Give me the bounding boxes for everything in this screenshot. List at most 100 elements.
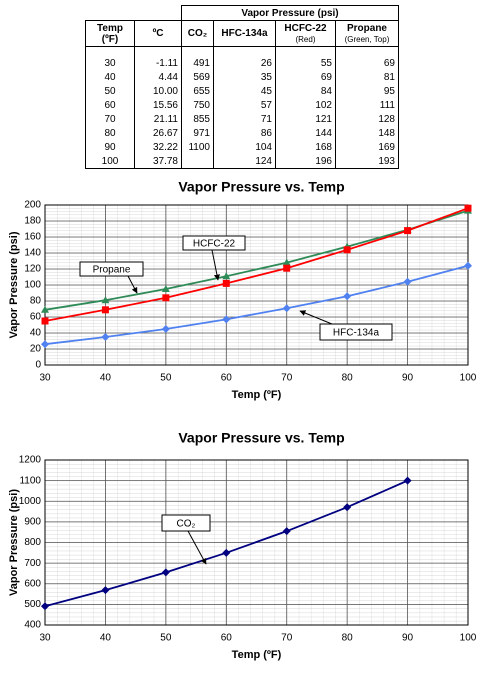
callout-arrow	[127, 275, 138, 294]
y-tick-label: 0	[35, 360, 41, 371]
table-cell: 121	[275, 112, 336, 126]
data-point	[161, 325, 170, 333]
x-tick-label: 90	[402, 633, 414, 644]
data-point	[101, 333, 110, 341]
column-note: (Red)	[295, 34, 316, 44]
callout-box	[79, 261, 144, 277]
spacer-row	[85, 46, 399, 56]
y-axis-label: Vapor Pressure (psi)	[8, 489, 20, 596]
column-name: Propane	[346, 22, 387, 34]
data-point	[403, 476, 412, 485]
data-point	[101, 296, 110, 304]
table-cell: 4.44	[134, 70, 182, 84]
callout-arrow	[299, 310, 333, 325]
y-tick-label: 20	[30, 344, 42, 355]
x-tick-label: 60	[221, 633, 233, 644]
x-tick-label: 80	[342, 373, 354, 384]
table-cell: 35	[213, 70, 276, 84]
data-point	[283, 264, 291, 272]
y-tick-label: 80	[30, 296, 42, 307]
table-row: 90 32.22 1100 104 168 169	[85, 140, 399, 154]
table-cell: 26	[213, 56, 276, 70]
table-cell: 26.67	[134, 126, 182, 140]
chart-title: Vapor Pressure vs. Temp	[178, 179, 344, 195]
y-tick-label: 600	[24, 578, 41, 589]
column-header: CO₂	[181, 20, 214, 47]
table-cell: 81	[335, 70, 399, 84]
x-tick-label: 70	[281, 633, 293, 644]
table-cell: 1100	[181, 140, 214, 154]
y-tick-label: 1100	[19, 475, 41, 486]
table-cell: 100	[85, 154, 135, 169]
table-cell: 10.00	[134, 84, 182, 98]
chart-title: Vapor Pressure vs. Temp	[178, 430, 344, 446]
x-tick-label: 60	[221, 373, 233, 384]
data-point	[282, 258, 291, 266]
y-tick-label: 700	[24, 558, 41, 569]
series-line	[44, 264, 469, 346]
column-name: Temp (ºF)	[97, 22, 123, 45]
table-cell: 71	[213, 112, 276, 126]
table-cell: 95	[335, 84, 399, 98]
table-cell: 55	[275, 56, 336, 70]
data-point	[101, 586, 110, 595]
table-cell: 750	[181, 98, 214, 112]
table-cell: 15.56	[134, 98, 182, 112]
table-cell: 169	[335, 140, 399, 154]
data-point	[222, 315, 231, 324]
column-name: ºC	[152, 28, 164, 39]
group-row: Vapor Pressure (psi)	[86, 5, 399, 21]
y-tick-label: 100	[24, 280, 41, 291]
table-cell: 45	[213, 84, 276, 98]
table-cell: 148	[335, 126, 399, 140]
column-header: Temp (ºF)	[85, 20, 135, 47]
x-tick-label: 50	[160, 633, 172, 644]
data-point	[41, 340, 49, 349]
y-tick-label: 800	[24, 537, 41, 548]
x-tick-label: 100	[460, 373, 477, 384]
data-point	[41, 305, 49, 313]
column-header: ºC	[134, 20, 182, 47]
table-cell: 37.78	[134, 154, 182, 169]
data-point	[162, 294, 170, 302]
series-line	[44, 207, 469, 322]
y-axis-label: Vapor Pressure (psi)	[8, 231, 20, 338]
callout-arrow	[187, 530, 207, 565]
data-point	[464, 204, 472, 212]
table-cell: 84	[275, 84, 336, 98]
series-label: Propane	[93, 265, 131, 276]
table-row: 60 15.56 750 57 102 111	[85, 98, 399, 112]
table-cell: 102	[275, 98, 336, 112]
x-axis-label: Temp (ºF)	[232, 649, 282, 661]
x-tick-label: 50	[160, 373, 172, 384]
column-header: HCFC-22 (Red)	[275, 20, 336, 47]
series-line	[44, 209, 469, 311]
column-name: HFC-134a	[221, 28, 268, 39]
table-cell: 196	[275, 154, 336, 169]
data-point	[343, 246, 351, 254]
table-cell: 32.22	[134, 140, 182, 154]
table-row: 30 -1.11 491 26 55 69	[85, 56, 399, 70]
column-note: (Green, Top)	[344, 34, 390, 44]
spacer	[213, 46, 276, 56]
callout-box	[182, 235, 246, 251]
callout-arrow	[211, 249, 220, 281]
table-cell: 111	[335, 98, 399, 112]
data-point	[404, 227, 412, 235]
table-row: 80 26.67 971 86 144 148	[85, 126, 399, 140]
column-name: HCFC-22	[284, 22, 327, 34]
plot-frame	[44, 204, 469, 366]
x-tick-label: 70	[281, 373, 293, 384]
data-point	[403, 277, 412, 286]
table-row: 100 37.78 124 196 193	[85, 154, 399, 169]
data-point	[222, 272, 231, 280]
table-cell: 124	[213, 154, 276, 169]
data-point	[282, 304, 291, 313]
plot-frame	[44, 459, 469, 626]
table-cell: 193	[335, 154, 399, 169]
series-label: HCFC-22	[193, 239, 236, 250]
callout-box	[161, 514, 211, 532]
table-cell: 491	[181, 56, 214, 70]
column-name: CO₂	[187, 28, 208, 39]
